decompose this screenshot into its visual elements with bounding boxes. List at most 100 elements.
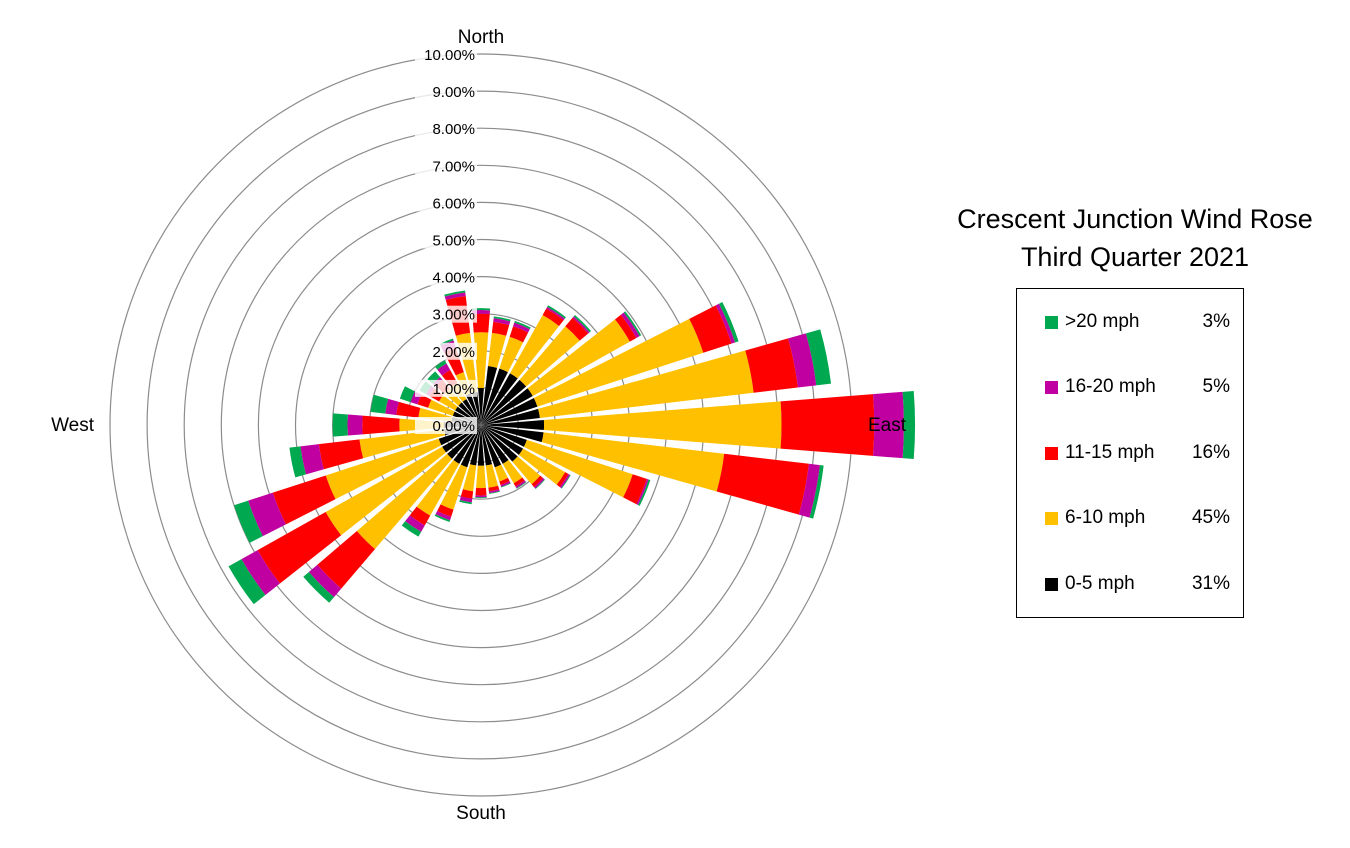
legend-item: 11-15 mph 16%: [1045, 442, 1230, 466]
petal-segment-SSE-16-20-mph: [500, 481, 511, 487]
petal-segment-SbW-11-15-mph: [460, 489, 474, 499]
petal-segment-NEbN-11-15-mph: [542, 308, 564, 326]
tick-label-background: [415, 157, 477, 175]
petal-segment-E-0-5-mph: [481, 420, 545, 430]
petal-segment-SbE-0-5-mph: [481, 425, 493, 466]
compass-label-north: North: [458, 27, 504, 48]
petal-segment-SEbS-11-15-mph: [513, 477, 525, 487]
petal-segment-N-0-5-mph: [478, 387, 484, 425]
petal-segment-SbE-16-20-mph: [488, 489, 500, 494]
petal-segment-NWbW-6-10-mph: [438, 395, 458, 411]
petal-segment-WSW-16-20-mph: [248, 492, 286, 537]
radial-tick-label: 7.00%: [432, 158, 475, 175]
legend-percent: 45%: [1191, 507, 1230, 528]
radial-tick-label: 4.00%: [432, 270, 475, 287]
tick-label-background: [415, 268, 477, 286]
petal-segment-EbN-11-15-mph: [745, 338, 798, 393]
radial-tick-label: 3.00%: [432, 307, 475, 324]
petal-segment-SWbW2-11-15-mph: [257, 512, 342, 584]
legend-item: 0-5 mph 31%: [1045, 573, 1230, 597]
petal-segment-NE-6-10-mph: [519, 326, 580, 387]
petal-segment-NbW-0-5-mph: [471, 391, 481, 425]
radial-tick-label: 0.00%: [432, 418, 475, 435]
petal-segment-SEbE-16-20-mph: [559, 473, 571, 489]
petal-segment-EbS-0-5-mph: [481, 425, 544, 443]
chart-title-block: Crescent Junction Wind Rose Third Quarte…: [930, 200, 1340, 276]
petal-segment-EbN-0-5-mph: [481, 408, 540, 425]
radial-tick-label: 1.00%: [432, 381, 475, 398]
petal-segment-WbS-16-20-mph: [300, 444, 324, 475]
petal-segment-WbS--20-mph: [289, 446, 307, 478]
legend-label: >20 mph: [1065, 311, 1140, 332]
petal-segment-SbE-6-10-mph: [485, 464, 499, 488]
petal-segment-SWbW--20-mph: [401, 521, 422, 537]
legend-swatch: [1045, 447, 1058, 460]
petal-segment-NbE--20-mph: [493, 316, 511, 322]
petal-segment-SEbE--20-mph: [561, 474, 571, 489]
petal-segment-ESE-0-5-mph: [481, 425, 527, 447]
petal-segment-NE--20-mph: [573, 314, 592, 333]
petal-segment-SE--20-mph: [535, 479, 546, 490]
petal-segment-S-0-5-mph: [477, 425, 485, 466]
petal-segment-WSW-6-10-mph: [325, 438, 442, 500]
petal-segment-SE-0-5-mph: [481, 425, 518, 462]
petal-segment-ESE-11-15-mph: [623, 474, 647, 505]
legend-swatch: [1045, 381, 1058, 394]
chart-subtitle: Third Quarter 2021: [1020, 242, 1250, 272]
tick-label-background: [415, 342, 477, 360]
tick-label-background: [415, 194, 477, 212]
petal-segment-EbS-16-20-mph: [798, 463, 820, 518]
petal-segment-SSW-11-15-mph: [437, 504, 454, 517]
petal-segment-EbN-6-10-mph: [538, 350, 754, 419]
petal-segment-SSE-0-5-mph: [481, 425, 502, 468]
legend-swatch: [1045, 578, 1058, 591]
petal-segment-WbN--20-mph: [370, 394, 389, 414]
petal-segment-SW-16-20-mph: [308, 564, 342, 598]
petal-segment-SWbW-6-10-mph: [416, 459, 460, 516]
wind-petals: [228, 290, 916, 605]
petal-segment-NEbE-11-15-mph: [615, 314, 637, 342]
legend-item: 16-20 mph 5%: [1045, 376, 1230, 400]
legend-item: >20 mph 3%: [1045, 311, 1230, 335]
petal-segment-SbW-16-20-mph: [459, 496, 473, 503]
petal-segment-SSW-6-10-mph: [440, 464, 468, 510]
petal-segment-SSW-16-20-mph: [435, 510, 452, 521]
petal-segment-EbN-16-20-mph: [788, 333, 817, 388]
petal-segment-SW-11-15-mph: [317, 531, 375, 589]
compass-label-east: East: [868, 415, 907, 436]
petal-segment-NEbE--20-mph: [623, 311, 642, 337]
petal-segment-SbW-6-10-mph: [462, 464, 477, 492]
tick-label-background: [415, 83, 477, 101]
petal-segment-NbE-6-10-mph: [487, 332, 507, 368]
legend-label: 11-15 mph: [1065, 442, 1155, 463]
legend-percent: 5%: [1202, 376, 1230, 397]
petal-segment-SWbW-0-5-mph: [453, 425, 481, 464]
petal-segment-SSE-11-15-mph: [499, 477, 510, 485]
petal-segment-NNE-16-20-mph: [513, 322, 530, 333]
petal-segment-ENE-16-20-mph: [715, 303, 736, 344]
legend-label: 0-5 mph: [1065, 573, 1135, 594]
legend-swatch: [1045, 512, 1058, 525]
petal-segment-WSW--20-mph: [234, 500, 263, 543]
petal-segment-SE-16-20-mph: [534, 478, 545, 489]
radial-tick-label: 2.00%: [432, 344, 475, 361]
petal-segment-SEbS-6-10-mph: [502, 459, 523, 484]
petal-segment-WSW-11-15-mph: [272, 475, 336, 525]
petal-segment-SbW--20-mph: [459, 499, 472, 505]
legend-percent: 3%: [1202, 311, 1230, 332]
petal-segment-WbN-16-20-mph: [385, 398, 399, 415]
petal-segment-SE-11-15-mph: [531, 475, 544, 488]
petal-segment-SWbW2--20-mph: [228, 559, 266, 605]
petal-segment-NE-16-20-mph: [572, 316, 590, 334]
compass-label-south: South: [456, 803, 506, 824]
petal-segment-NbW--20-mph: [444, 290, 466, 297]
petal-segment-EbS--20-mph: [809, 465, 824, 519]
petal-segment-NbE-16-20-mph: [493, 318, 511, 326]
petal-segment-W-16-20-mph: [347, 414, 363, 436]
tick-label-background: [415, 231, 477, 249]
petal-segment-ENE--20-mph: [719, 302, 739, 343]
petal-segment-SWbW-16-20-mph: [405, 515, 425, 532]
petal-segment-N-6-10-mph: [473, 332, 489, 389]
petal-segment-ENE-6-10-mph: [533, 318, 704, 407]
